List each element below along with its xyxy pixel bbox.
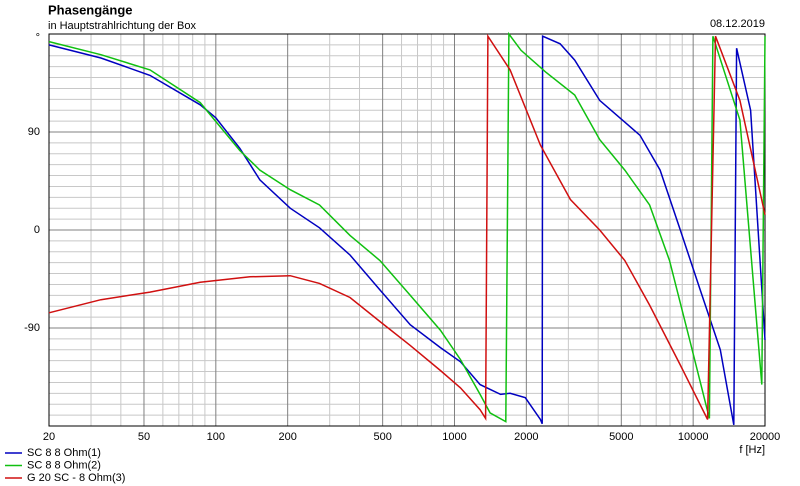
x-tick-label: 20 <box>43 431 55 443</box>
y-axis-label: ° <box>36 32 40 44</box>
y-tick-label: -90 <box>24 322 40 334</box>
series-line <box>48 31 766 423</box>
x-axis-label: f [Hz] <box>739 444 765 456</box>
x-tick-label: 20000 <box>750 431 781 443</box>
x-tick-label: 50 <box>138 431 150 443</box>
x-tick-label: 500 <box>373 431 391 443</box>
legend-label: SC 8 8 Ohm(2) <box>27 459 101 471</box>
plot-frame <box>48 33 766 427</box>
x-tick-label: 10000 <box>678 431 709 443</box>
x-tick-label: 1000 <box>442 431 466 443</box>
series-line <box>48 33 766 421</box>
x-tick-label: 5000 <box>609 431 633 443</box>
chart-title: Phasengänge <box>48 2 133 17</box>
series-line <box>48 35 766 426</box>
y-tick-label: 0 <box>34 224 40 236</box>
x-tick-label: 100 <box>207 431 225 443</box>
legend-label: SC 8 8 Ohm(1) <box>27 447 101 459</box>
x-tick-label: 200 <box>278 431 296 443</box>
date: 08.12.2019 <box>710 18 765 30</box>
legend-label: G 20 SC - 8 Ohm(3) <box>27 472 125 484</box>
chart-subtitle: in Hauptstrahlrichtung der Box <box>48 20 196 32</box>
y-tick-label: 90 <box>28 126 40 138</box>
x-tick-label: 2000 <box>514 431 538 443</box>
